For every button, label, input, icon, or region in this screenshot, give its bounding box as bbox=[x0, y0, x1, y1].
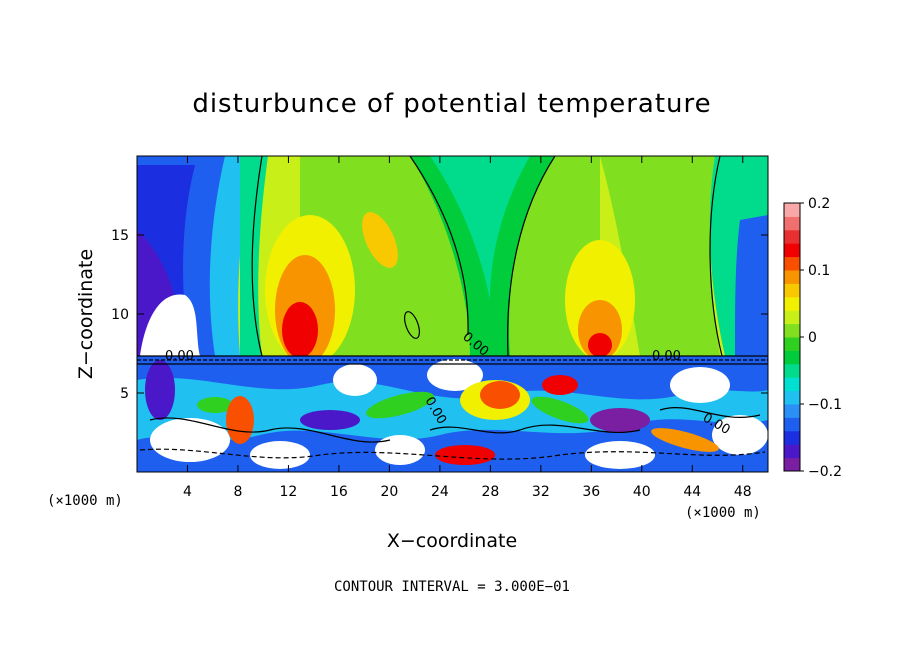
lower-warm-5 bbox=[226, 396, 254, 444]
lower-white-7 bbox=[712, 415, 768, 455]
right-green-region bbox=[600, 156, 720, 356]
x-tick-label: 28 bbox=[481, 484, 499, 500]
warm-streak-1 bbox=[362, 212, 398, 268]
colorbar-swatch bbox=[784, 363, 800, 378]
colorbar-swatch bbox=[784, 390, 800, 405]
warm-blob-left-red bbox=[282, 302, 318, 358]
center-cyan-core bbox=[430, 156, 530, 300]
colorbar-tick-label: −0.2 bbox=[808, 464, 842, 480]
y-ticks: 5 10 15 bbox=[111, 228, 768, 402]
x-tick-label: 16 bbox=[330, 484, 348, 500]
y-axis-label: Z−coordinate bbox=[75, 249, 97, 379]
lower-purple-3 bbox=[145, 360, 175, 420]
upper-field bbox=[137, 156, 768, 365]
contour-lines bbox=[137, 156, 768, 460]
x-tick-label: 24 bbox=[431, 484, 449, 500]
contour-center-right bbox=[507, 156, 556, 357]
contour-lower-dashed bbox=[139, 448, 766, 460]
x-ticks: 4 8 12 16 20 24 28 32 36 40 44 48 bbox=[183, 156, 752, 500]
lower-warm-4 bbox=[651, 428, 719, 452]
lower-warm-3 bbox=[435, 445, 495, 465]
colorbar-swatch bbox=[784, 203, 800, 217]
colorbar-swatch bbox=[784, 377, 800, 392]
y-tick-label: 15 bbox=[111, 228, 129, 244]
contour-lower-1 bbox=[149, 417, 391, 443]
colorbar-swatch bbox=[784, 323, 800, 338]
colorbar-swatch bbox=[784, 216, 800, 231]
contour-loop bbox=[404, 311, 420, 339]
contour-center-left bbox=[409, 156, 469, 336]
x-tick-label: 44 bbox=[683, 484, 701, 500]
contour-right bbox=[709, 156, 723, 357]
colorbar-swatch bbox=[784, 310, 800, 325]
colorbar-swatch bbox=[784, 404, 800, 418]
contour-label-3: 0.00 bbox=[165, 349, 194, 364]
contour-interval-note: CONTOUR INTERVAL = 3.000E−01 bbox=[334, 579, 570, 595]
contour-label-2: 0.00 bbox=[652, 349, 681, 364]
lower-purple-1 bbox=[300, 410, 360, 430]
lower-warm-6 bbox=[542, 375, 578, 395]
colorbar-tick-label: −0.1 bbox=[808, 397, 842, 413]
colorbar-swatch bbox=[784, 337, 800, 351]
x-tick-label: 40 bbox=[633, 484, 651, 500]
lower-white-5 bbox=[585, 441, 655, 469]
x-tick-label: 8 bbox=[233, 484, 242, 500]
colorbar-swatch bbox=[784, 444, 800, 459]
colorbar-swatch bbox=[784, 296, 800, 311]
lower-green-2 bbox=[531, 396, 589, 424]
contour-lower-3 bbox=[659, 406, 761, 419]
y-tick-label: 10 bbox=[111, 307, 129, 323]
chart-title: disturbunce of potential temperature bbox=[192, 89, 711, 119]
colorbar-swatch bbox=[784, 457, 800, 472]
colorbar-swatch bbox=[784, 243, 800, 258]
colorbar-swatch bbox=[784, 350, 800, 365]
right-blue-edge bbox=[735, 215, 768, 356]
x-axis-label: X−coordinate bbox=[387, 530, 517, 552]
x-unit-left: (×1000 m) bbox=[47, 493, 123, 509]
x-tick-label: 32 bbox=[532, 484, 550, 500]
x-tick-label: 4 bbox=[183, 484, 192, 500]
lower-green-1 bbox=[366, 391, 434, 419]
y-tick-label: 5 bbox=[120, 386, 129, 402]
lower-green-3 bbox=[197, 397, 233, 413]
colorbar: 0.2 0.1 0 −0.1 −0.2 bbox=[784, 196, 842, 480]
colorbar-swatch bbox=[784, 417, 800, 432]
x-unit-right: (×1000 m) bbox=[685, 505, 761, 521]
lower-white-6 bbox=[670, 367, 730, 403]
plot-area: 0.00 0.00 0.00 0.00 0.00 bbox=[137, 156, 768, 472]
lower-warm-2 bbox=[480, 381, 520, 409]
left-white-lobe bbox=[140, 294, 200, 356]
colorbar-swatch bbox=[784, 430, 800, 445]
colorbar-swatch bbox=[784, 256, 800, 271]
colorbar-tick-label: 0.1 bbox=[808, 263, 830, 279]
x-tick-label: 48 bbox=[734, 484, 752, 500]
contour-left bbox=[251, 156, 263, 357]
warm-blob-right-red bbox=[588, 333, 612, 357]
x-tick-label: 20 bbox=[380, 484, 398, 500]
lower-purple-2 bbox=[590, 408, 650, 432]
contour-lower-2 bbox=[429, 424, 641, 434]
x-tick-label: 12 bbox=[280, 484, 298, 500]
lower-white-2 bbox=[250, 441, 310, 469]
colorbar-tick-label: 0 bbox=[808, 330, 817, 346]
lower-white-8 bbox=[375, 435, 425, 465]
colorbar-swatch bbox=[784, 270, 800, 284]
lower-white-3 bbox=[333, 364, 377, 396]
x-tick-label: 36 bbox=[582, 484, 600, 500]
lower-white-4 bbox=[427, 359, 483, 391]
left-cyan-fringe bbox=[240, 156, 268, 356]
colorbar-frame bbox=[783, 202, 801, 472]
colorbar-tick-label: 0.2 bbox=[808, 196, 830, 212]
colorbar-swatch bbox=[784, 229, 800, 244]
lower-white-1 bbox=[150, 418, 230, 462]
colorbar-swatch bbox=[784, 283, 800, 298]
